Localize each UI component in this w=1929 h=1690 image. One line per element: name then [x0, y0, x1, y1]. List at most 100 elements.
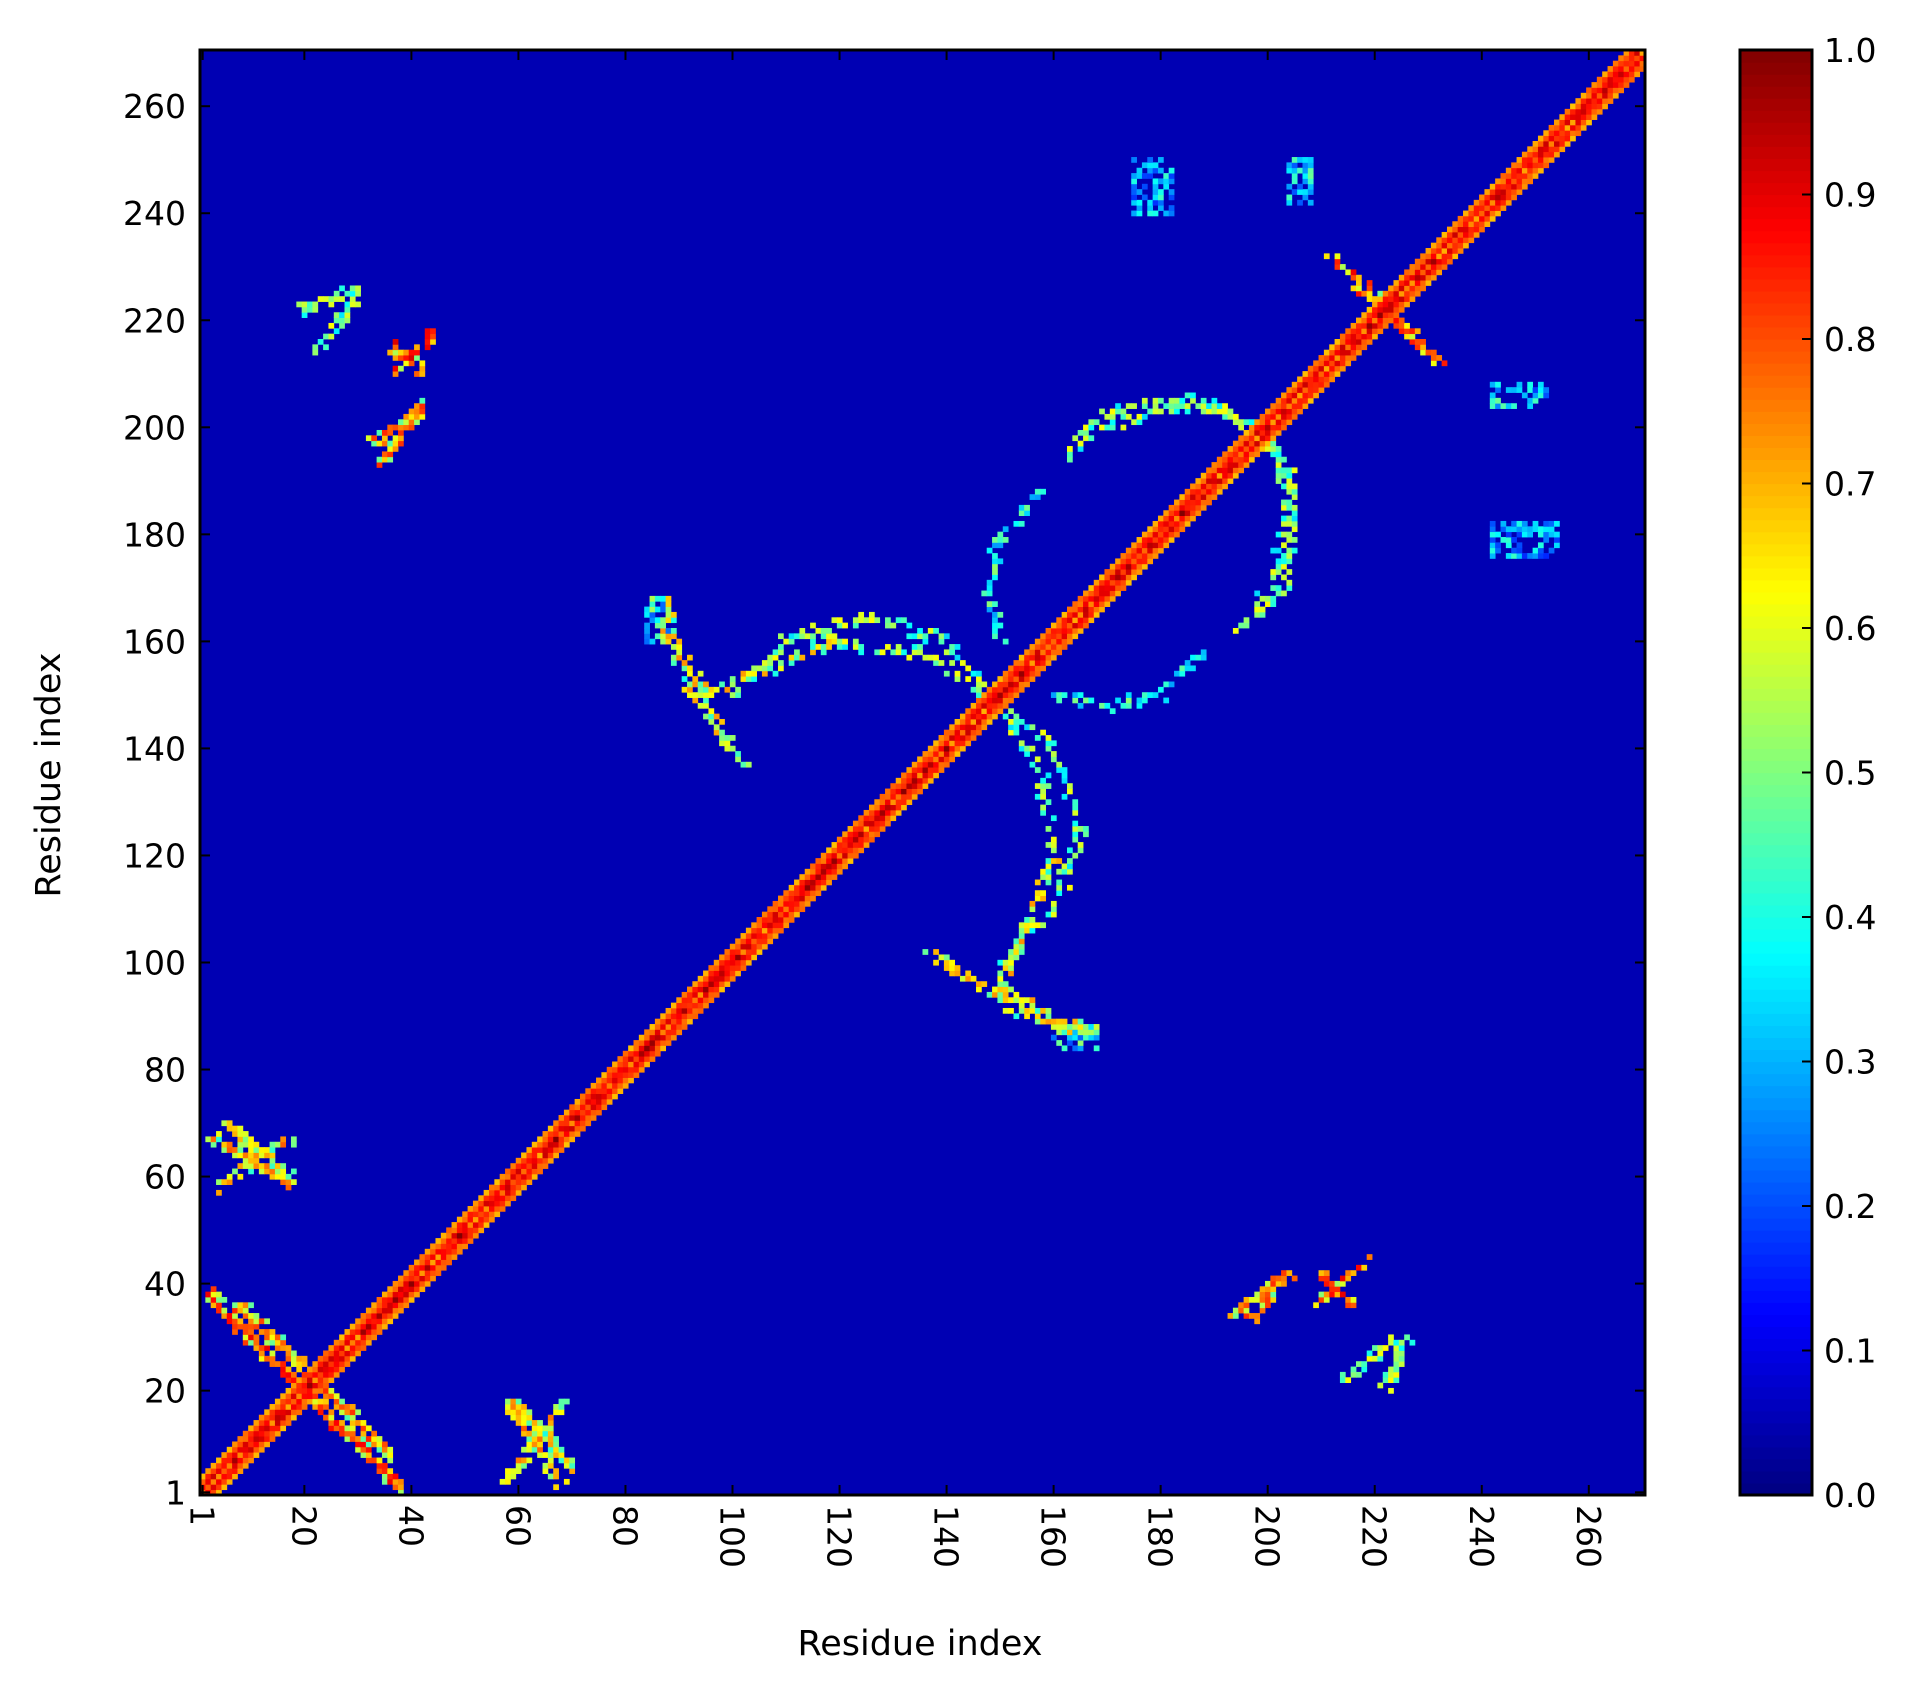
- heatmap-cell: [976, 697, 982, 704]
- heatmap-cell: [1275, 419, 1282, 426]
- heatmap-cell: [1072, 1024, 1079, 1030]
- heatmap-cell: [788, 660, 795, 666]
- heatmap-cell: [1350, 328, 1357, 335]
- heatmap-cell: [917, 767, 923, 773]
- heatmap-cell: [1393, 301, 1400, 308]
- heatmap-cell: [1141, 413, 1148, 420]
- colorbar: 0.00.10.20.30.40.50.60.70.80.91.0: [1738, 31, 1876, 1515]
- heatmap-cell: [1099, 590, 1105, 597]
- heatmap-cell: [1452, 248, 1459, 254]
- heatmap-cell: [1612, 66, 1619, 72]
- heatmap-cell: [547, 1446, 554, 1453]
- heatmap-cell: [751, 927, 757, 934]
- heatmap-cell: [264, 1414, 270, 1421]
- heatmap-cell: [1420, 285, 1426, 292]
- heatmap-cell: [1050, 644, 1057, 650]
- heatmap-cell: [1420, 253, 1426, 260]
- heatmap-cell: [692, 991, 699, 998]
- heatmap-cell: [1141, 692, 1148, 698]
- heatmap-cell: [253, 1334, 260, 1341]
- heatmap-cell: [1179, 397, 1186, 404]
- heatmap-cell: [333, 1425, 340, 1432]
- heatmap-cell: [1307, 365, 1314, 372]
- heatmap-cell: [1366, 1355, 1373, 1362]
- heatmap-cell: [1334, 339, 1341, 345]
- heatmap-cell: [1077, 595, 1084, 602]
- heatmap-cell: [242, 1436, 249, 1442]
- heatmap-cell: [778, 633, 784, 640]
- heatmap-cell: [563, 1109, 570, 1116]
- heatmap-cell: [954, 644, 961, 650]
- heatmap-cell: [1537, 146, 1544, 153]
- heatmap-cell: [349, 1404, 356, 1410]
- heatmap-cell: [258, 1345, 265, 1351]
- heatmap-cell: [1570, 119, 1576, 126]
- heatmap-cell: [965, 724, 972, 731]
- heatmap-cell: [1067, 638, 1073, 645]
- heatmap-cell: [462, 1211, 468, 1218]
- heatmap-cell: [521, 1168, 527, 1175]
- heatmap-cell: [430, 1275, 436, 1282]
- heatmap-cell: [505, 1200, 511, 1207]
- heatmap-cell: [959, 735, 966, 741]
- heatmap-cell: [387, 424, 394, 431]
- heatmap-cell: [462, 1238, 468, 1244]
- heatmap-cell: [553, 1141, 559, 1148]
- heatmap-cell: [1554, 140, 1560, 147]
- heatmap-cell: [922, 751, 929, 757]
- heatmap-cell: [1398, 296, 1405, 302]
- heatmap-cell: [724, 965, 731, 971]
- heatmap-cell: [344, 1350, 351, 1357]
- heatmap-cell: [660, 1029, 667, 1036]
- heatmap-cell: [205, 1296, 212, 1303]
- heatmap-cell: [1463, 221, 1469, 228]
- heatmap-cell: [301, 301, 308, 308]
- heatmap-cell: [1366, 1350, 1373, 1357]
- heatmap-cell: [1623, 82, 1630, 88]
- heatmap-cell: [1248, 1296, 1255, 1303]
- heatmap-cell: [1281, 413, 1287, 420]
- heatmap-cell: [360, 1430, 367, 1437]
- colorbar-segment: [1740, 1230, 1812, 1243]
- heatmap-cell: [547, 1462, 554, 1469]
- heatmap-cell: [531, 1173, 538, 1180]
- heatmap-cell: [1168, 504, 1175, 511]
- heatmap-cell: [1489, 537, 1496, 543]
- heatmap-cell: [547, 1436, 554, 1442]
- heatmap-cell: [1388, 301, 1394, 308]
- heatmap-cell: [676, 1018, 683, 1025]
- heatmap-cell: [1184, 665, 1191, 672]
- heatmap-cell: [1067, 446, 1073, 452]
- heatmap-cell: [852, 842, 859, 848]
- heatmap-cell: [542, 1163, 549, 1169]
- heatmap-cell: [521, 1462, 527, 1469]
- heatmap-cell: [242, 1131, 249, 1137]
- heatmap-cell: [1072, 697, 1079, 704]
- heatmap-cell: [1179, 665, 1186, 672]
- colorbar-segment: [1740, 242, 1812, 256]
- heatmap-cell: [1163, 537, 1170, 543]
- heatmap-cell: [216, 1478, 222, 1485]
- heatmap-cell: [1425, 269, 1432, 276]
- y-tick-label: 240: [123, 194, 186, 233]
- heatmap-cell: [628, 1056, 634, 1062]
- heatmap-cell: [1259, 440, 1266, 447]
- heatmap-cell: [1259, 1296, 1266, 1303]
- heatmap-cell: [1013, 686, 1020, 693]
- heatmap-cell: [1618, 82, 1624, 88]
- heatmap-cell: [392, 1313, 399, 1319]
- heatmap-cell: [328, 1414, 335, 1421]
- heatmap-cell: [836, 644, 843, 650]
- heatmap-cell: [1591, 103, 1598, 110]
- heatmap-cell: [424, 333, 431, 340]
- heatmap-cell: [1398, 1355, 1405, 1362]
- heatmap-cell: [1056, 633, 1063, 640]
- heatmap-cell: [1414, 274, 1421, 281]
- heatmap-cell: [371, 1323, 378, 1330]
- heatmap-cell: [1446, 242, 1453, 249]
- heatmap-cell: [301, 306, 308, 313]
- heatmap-cell: [842, 638, 848, 645]
- heatmap-cell: [1511, 403, 1517, 409]
- heatmap-cell: [1291, 483, 1298, 490]
- heatmap-cell: [451, 1222, 458, 1228]
